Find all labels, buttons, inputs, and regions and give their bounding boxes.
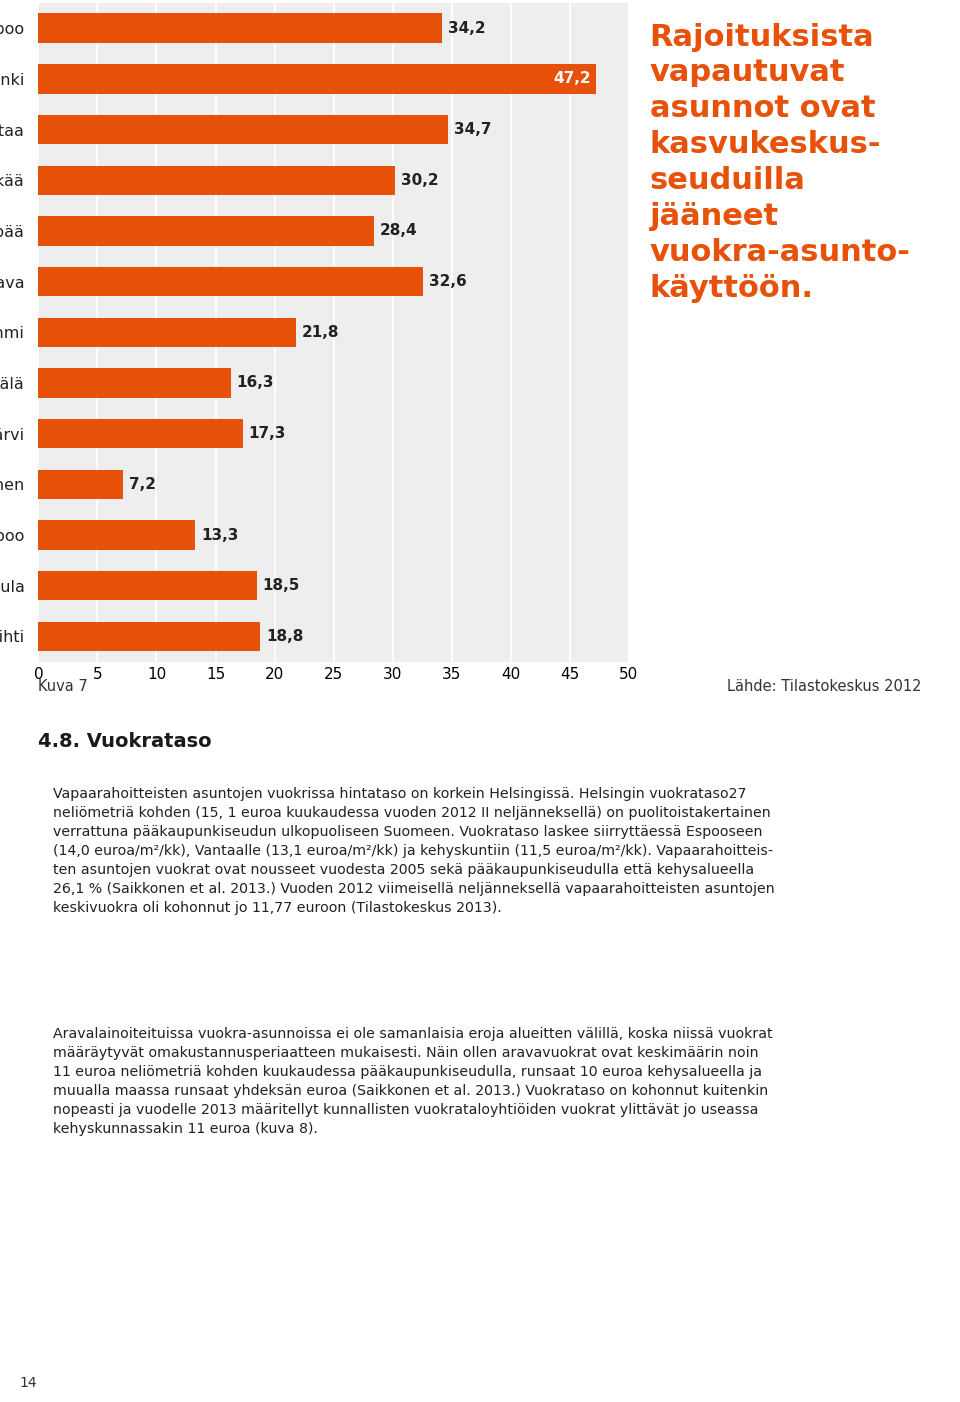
Bar — [38, 14, 443, 43]
Text: 14: 14 — [19, 1377, 36, 1391]
Text: 7,2: 7,2 — [130, 477, 156, 492]
Bar — [38, 470, 124, 499]
Text: 17,3: 17,3 — [249, 426, 286, 442]
Text: 18,8: 18,8 — [266, 629, 303, 644]
Bar — [38, 115, 448, 144]
Text: Rajoituksista
vapautuvat
asunnot ovat
kasvukeskus-
seuduilla
jääneet
vuokra-asun: Rajoituksista vapautuvat asunnot ovat ka… — [650, 22, 910, 303]
Text: 34,7: 34,7 — [454, 122, 492, 137]
Text: 28,4: 28,4 — [379, 223, 418, 238]
Text: Aravalainoiteituissa vuokra-asunnoissa ei ole samanlaisia eroja alueitten välill: Aravalainoiteituissa vuokra-asunnoissa e… — [53, 1026, 773, 1136]
Text: 18,5: 18,5 — [263, 578, 300, 593]
Bar — [38, 520, 196, 550]
Bar — [38, 216, 373, 245]
Bar — [38, 64, 596, 94]
Text: 16,3: 16,3 — [237, 376, 275, 391]
Text: 30,2: 30,2 — [401, 172, 439, 188]
Text: 21,8: 21,8 — [301, 325, 339, 339]
Bar — [38, 621, 260, 651]
Text: Lähde: Tilastokeskus 2012: Lähde: Tilastokeskus 2012 — [727, 679, 922, 694]
Text: Vapaarahoitteisten asuntojen vuokrissa hintataso on korkein Helsingissä. Helsing: Vapaarahoitteisten asuntojen vuokrissa h… — [53, 787, 775, 914]
Bar — [38, 165, 395, 195]
Text: 34,2: 34,2 — [448, 21, 486, 35]
Bar — [38, 369, 230, 398]
Bar — [38, 571, 257, 600]
Text: 4.8. Vuokrataso: 4.8. Vuokrataso — [38, 732, 212, 751]
Bar — [38, 266, 423, 296]
Bar — [38, 419, 243, 449]
Bar — [38, 318, 296, 346]
Text: 47,2: 47,2 — [553, 72, 591, 87]
Text: Kuva 7: Kuva 7 — [38, 679, 88, 694]
Text: 13,3: 13,3 — [202, 527, 239, 543]
Text: 32,6: 32,6 — [429, 273, 467, 289]
